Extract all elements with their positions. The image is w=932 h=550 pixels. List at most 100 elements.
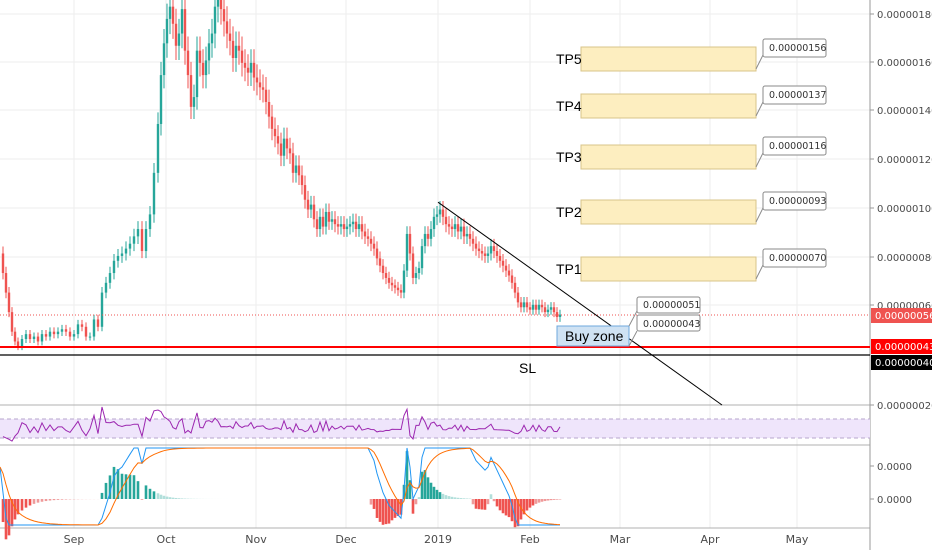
- macd-histogram-bar: [525, 499, 529, 511]
- buy-zone-label: Buy zone: [565, 328, 624, 344]
- macd-histogram-bar: [528, 499, 532, 508]
- macd-histogram-bar: [52, 499, 56, 501]
- candle-body: [207, 43, 211, 61]
- candle-body: [243, 62, 247, 68]
- time-axis-label: Feb: [520, 533, 539, 546]
- macd-histogram-bar: [7, 499, 11, 536]
- candle-body: [24, 334, 28, 340]
- candle-body: [393, 285, 397, 288]
- target-box-tp3: [580, 144, 757, 170]
- candle-body: [116, 255, 120, 261]
- macd-histogram-bar: [534, 499, 538, 504]
- candle-body: [477, 248, 481, 252]
- candle-body: [480, 251, 484, 254]
- macd-line: [0, 447, 560, 526]
- candle-body: [159, 75, 163, 124]
- macd-histogram-bar: [144, 485, 148, 499]
- candle-body: [128, 243, 132, 249]
- candle-body: [438, 209, 442, 215]
- price-axis-label: 0.00000080: [877, 253, 932, 264]
- candle-body: [309, 204, 313, 210]
- candle-body: [219, 0, 223, 10]
- candle-body: [13, 331, 17, 342]
- candle-body: [234, 45, 238, 58]
- candle-body: [76, 324, 80, 335]
- macd-histogram-bar: [540, 499, 544, 502]
- candle-body: [300, 175, 304, 186]
- macd-histogram-bar: [369, 499, 373, 505]
- macd-histogram-bar: [507, 499, 511, 518]
- candle-body: [552, 307, 556, 313]
- macd-histogram-bar: [462, 498, 466, 499]
- candle-body: [162, 43, 166, 76]
- macd-histogram-bar: [537, 499, 541, 503]
- macd-histogram-bar: [492, 499, 496, 502]
- candle-body: [171, 6, 175, 24]
- candle-body: [444, 216, 448, 225]
- time-axis-label: Dec: [335, 533, 356, 546]
- candle-body: [222, 9, 226, 22]
- candle-body: [372, 243, 376, 249]
- candle-body: [168, 6, 172, 19]
- target-callout-value: 0.00000093: [769, 196, 826, 207]
- macd-histogram-bar: [152, 491, 156, 499]
- macd-histogram-bar: [423, 470, 427, 499]
- macd-histogram-bar: [32, 499, 36, 504]
- candle-body: [453, 224, 457, 230]
- candle-body: [140, 229, 144, 252]
- macd-histogram-bar: [171, 497, 175, 499]
- time-axis-label: Sep: [64, 533, 85, 546]
- candlestick-series: [1, 0, 562, 351]
- target-label-tp5: TP5: [556, 51, 582, 67]
- target-callout-pointer: [755, 54, 764, 70]
- candle-body: [468, 233, 472, 239]
- candle-body: [543, 307, 547, 313]
- macd-histogram-bar: [513, 499, 517, 528]
- macd-histogram-bar: [375, 499, 379, 518]
- candle-body: [411, 253, 415, 278]
- candle-body: [522, 302, 526, 308]
- candle-body: [345, 226, 349, 230]
- candle-body: [186, 50, 190, 76]
- candle-body: [483, 253, 487, 256]
- candle-body: [294, 165, 298, 173]
- macd-histogram-bar: [48, 499, 52, 501]
- macd-histogram-bar: [124, 474, 128, 499]
- candle-body: [369, 238, 373, 244]
- candle-body: [32, 336, 36, 340]
- candle-body: [279, 143, 283, 156]
- macd-histogram-bar: [486, 499, 490, 505]
- price-badge-value: 0.00000056: [875, 311, 932, 322]
- oscillator-series: [0, 406, 562, 540]
- candle-body: [252, 62, 256, 78]
- macd-histogram-bar: [465, 498, 469, 499]
- candle-body: [56, 331, 60, 335]
- time-axis-label: Apr: [700, 533, 720, 546]
- target-label-tp4: TP4: [556, 98, 582, 114]
- price-badge-value: 0.00000040: [875, 358, 932, 369]
- candle-body: [36, 336, 40, 342]
- macd-histogram-bar: [522, 499, 526, 515]
- macd-histogram-bar: [116, 469, 120, 499]
- candle-body: [333, 219, 337, 225]
- candle-body: [381, 265, 385, 274]
- macd-histogram-bar: [108, 475, 112, 499]
- candle-body: [459, 226, 463, 232]
- candle-body: [273, 128, 277, 137]
- candle-body: [492, 246, 496, 252]
- candle-body: [261, 87, 265, 90]
- macd-histogram-bar: [471, 499, 475, 505]
- candle-body: [504, 265, 508, 271]
- candle-body: [112, 260, 116, 274]
- macd-histogram-bar: [510, 499, 514, 522]
- candle-body: [201, 62, 205, 76]
- macd-histogram-bar: [381, 499, 385, 525]
- oscillator-axis-label: 0.0000: [877, 495, 912, 506]
- price-badge: [871, 355, 932, 370]
- candle-body: [456, 224, 460, 232]
- candle-body: [387, 277, 391, 283]
- candle-body: [48, 331, 52, 337]
- candle-body: [342, 224, 346, 230]
- candle-body: [255, 77, 259, 83]
- candle-body: [124, 248, 128, 254]
